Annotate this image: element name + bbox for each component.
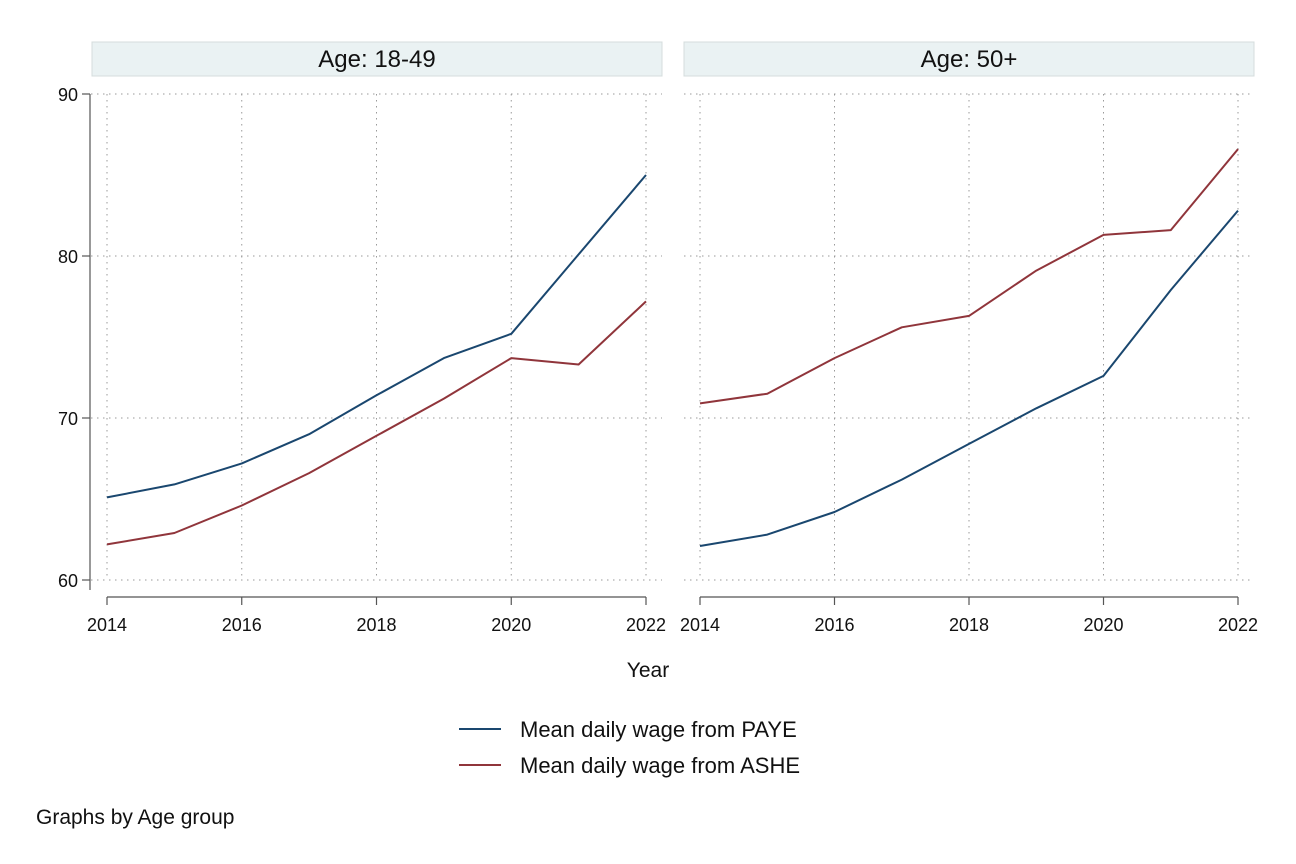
legend-item: Mean daily wage from ASHE bbox=[459, 753, 800, 778]
panel-title: Age: 18-49 bbox=[318, 46, 435, 73]
x-tick-label: 2018 bbox=[949, 615, 989, 635]
x-tick-label: 2020 bbox=[491, 615, 531, 635]
x-tick-label: 2014 bbox=[87, 615, 127, 635]
y-tick-label: 70 bbox=[58, 409, 78, 429]
series-line-paye bbox=[106, 174, 647, 499]
x-tick-label: 2018 bbox=[356, 615, 396, 635]
series-line-ashe bbox=[106, 300, 647, 546]
legend: Mean daily wage from PAYE Mean daily wage… bbox=[459, 717, 800, 778]
x-tick-label: 2016 bbox=[814, 615, 854, 635]
y-tick-label: 80 bbox=[58, 247, 78, 267]
x-tick-label: 2022 bbox=[1218, 615, 1258, 635]
y-tick-label: 60 bbox=[58, 571, 78, 591]
x-tick-label: 2020 bbox=[1083, 615, 1123, 635]
x-tick-label: 2016 bbox=[222, 615, 262, 635]
x-axis-title: Year bbox=[627, 659, 669, 682]
panel-title: Age: 50+ bbox=[921, 46, 1018, 73]
panel-2: Age: 50+ 2014 2016 2018 2020 2022 bbox=[680, 41, 1258, 635]
panel-title-strip bbox=[91, 41, 663, 77]
graphs-by-note: Graphs by Age group bbox=[36, 806, 234, 829]
series-line-ashe bbox=[699, 148, 1239, 405]
legend-label: Mean daily wage from ASHE bbox=[520, 753, 800, 778]
x-tick-label: 2014 bbox=[680, 615, 720, 635]
panel-title-strip bbox=[683, 41, 1255, 77]
panel-1: Age: 18-49 60 70 80 90 2014 2016 2018 2020 2022 bbox=[58, 41, 666, 635]
series-line-paye bbox=[699, 209, 1239, 547]
legend-label: Mean daily wage from PAYE bbox=[520, 717, 797, 742]
legend-item: Mean daily wage from PAYE bbox=[459, 717, 797, 742]
y-tick-label: 90 bbox=[58, 85, 78, 105]
x-tick-label: 2022 bbox=[626, 615, 666, 635]
